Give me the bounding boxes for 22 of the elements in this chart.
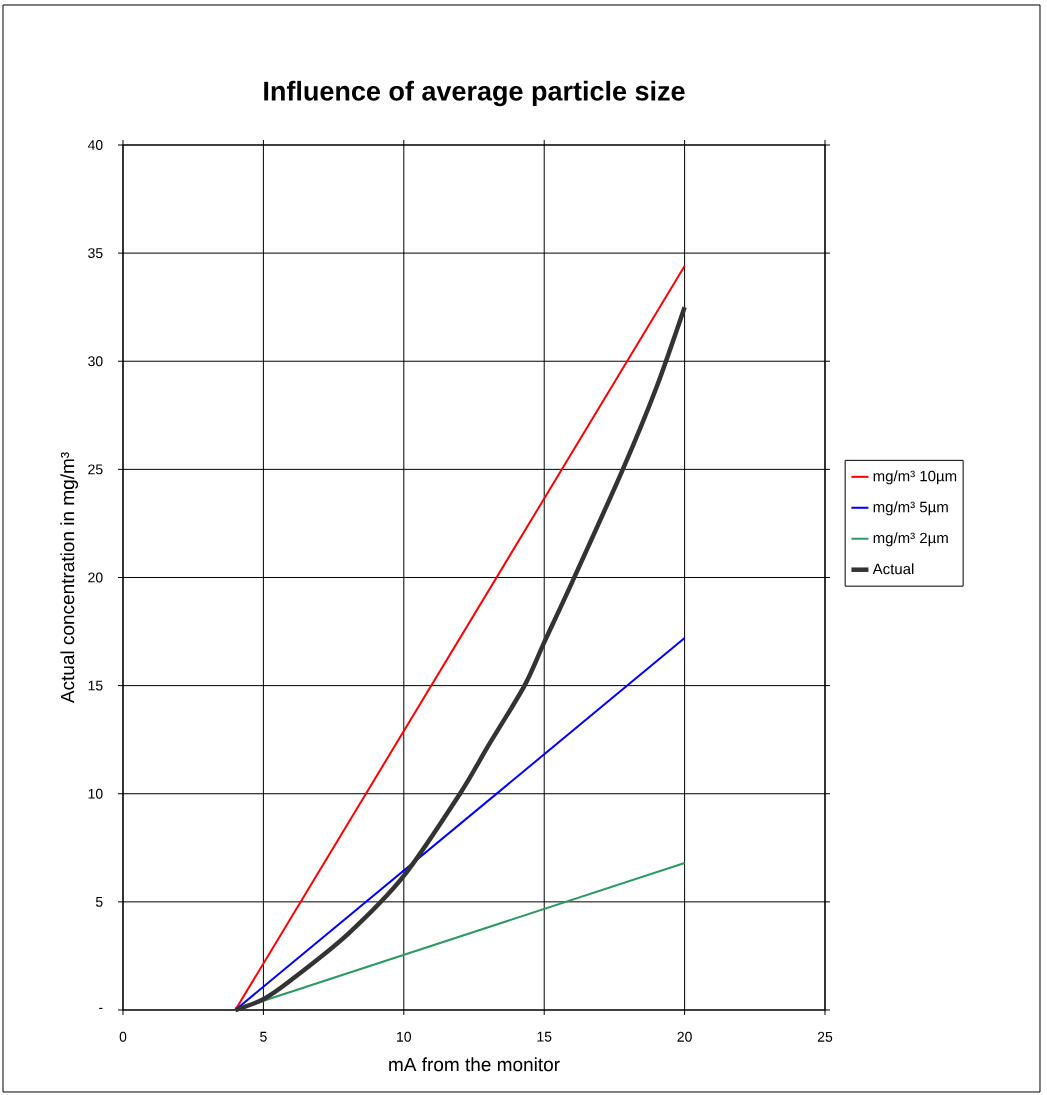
legend-label: Actual	[872, 563, 914, 575]
y-tick-label: 25	[88, 464, 103, 475]
x-tick-label: 0	[119, 1031, 127, 1042]
legend-label: mg/m³ 2µm	[873, 532, 948, 547]
x-tick-label: 15	[537, 1031, 552, 1042]
x-tick-label: 20	[677, 1031, 692, 1042]
x-axis-title: mA from the monitor	[389, 1057, 560, 1072]
y-tick-label: -	[99, 1007, 103, 1009]
chart-title: Influence of average particle size	[264, 80, 685, 107]
legend-label: mg/m³ 5µm	[873, 501, 948, 516]
x-tick-label: 5	[260, 1031, 267, 1042]
y-tick-label: 20	[88, 572, 103, 583]
x-tick-label: 10	[397, 1031, 412, 1042]
y-tick-label: 15	[88, 680, 103, 691]
y-tick-label: 5	[95, 896, 103, 907]
y-tick-label: 40	[87, 140, 103, 150]
y-tick-label: 30	[88, 356, 103, 367]
y-tick-label: 35	[88, 248, 103, 259]
y-tick-label: 10	[88, 788, 103, 799]
legend-label: mg/m³ 10µm	[873, 470, 957, 485]
y-axis-title: Actual concentration in mg/m³	[60, 452, 79, 704]
x-tick-label: 25	[817, 1031, 833, 1042]
